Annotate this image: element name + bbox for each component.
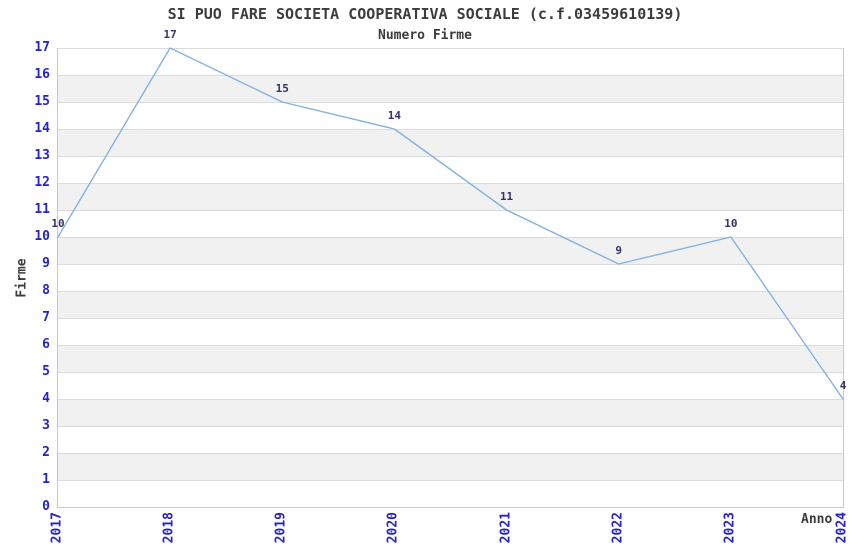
x-tick-label: 2019 bbox=[273, 512, 289, 544]
y-tick-label: 4 bbox=[42, 391, 50, 406]
gridline bbox=[58, 75, 843, 76]
x-tick-label: 2018 bbox=[161, 512, 177, 544]
chart-subtitle: Numero Firme bbox=[378, 28, 472, 43]
gridline bbox=[58, 210, 843, 211]
gridline bbox=[58, 318, 843, 319]
y-tick-label: 8 bbox=[42, 283, 50, 298]
x-axis-title: Anno bbox=[801, 512, 833, 527]
point-label: 15 bbox=[275, 82, 289, 95]
gridline bbox=[58, 345, 843, 346]
y-tick-label: 5 bbox=[42, 364, 50, 379]
grid-band bbox=[58, 345, 843, 372]
gridline bbox=[58, 264, 843, 265]
y-tick-label: 10 bbox=[34, 229, 50, 244]
grid-band bbox=[58, 453, 843, 480]
gridline bbox=[58, 129, 843, 130]
point-label: 10 bbox=[51, 217, 65, 230]
grid-band bbox=[58, 183, 843, 210]
x-tick-label: 2022 bbox=[610, 512, 626, 544]
gridline bbox=[58, 156, 843, 157]
grid-band bbox=[58, 399, 843, 426]
gridline bbox=[58, 237, 843, 238]
point-label: 14 bbox=[387, 109, 402, 122]
y-tick-label: 11 bbox=[34, 202, 50, 217]
y-tick-label: 9 bbox=[42, 256, 50, 271]
point-label: 10 bbox=[724, 217, 738, 230]
y-tick-label: 12 bbox=[34, 175, 50, 190]
gridline bbox=[58, 183, 843, 184]
plot-area: 10 17 15 14 11 9 10 4 bbox=[51, 28, 847, 508]
x-tick-label: 2017 bbox=[49, 512, 65, 544]
gridline bbox=[58, 480, 843, 481]
point-label: 9 bbox=[615, 244, 623, 257]
y-tick-label: 6 bbox=[42, 337, 50, 352]
gridline bbox=[58, 399, 843, 400]
y-tick-label: 2 bbox=[42, 445, 50, 460]
x-tick-label: 2020 bbox=[385, 512, 401, 544]
y-tick-label: 7 bbox=[42, 310, 50, 325]
y-tick-label: 15 bbox=[34, 94, 50, 109]
y-tick-label: 0 bbox=[42, 499, 50, 514]
series-line bbox=[57, 47, 844, 400]
y-tick-label: 13 bbox=[34, 148, 50, 163]
gridline bbox=[58, 453, 843, 454]
grid-band bbox=[58, 75, 843, 102]
point-label: 4 bbox=[839, 379, 847, 392]
point-label: 11 bbox=[499, 190, 514, 203]
grid-band bbox=[58, 291, 843, 318]
chart-title: SI PUO FARE SOCIETA COOPERATIVA SOCIALE … bbox=[167, 5, 683, 23]
gridline bbox=[58, 48, 843, 49]
line-series-svg bbox=[57, 47, 844, 400]
x-tick-label: 2021 bbox=[498, 512, 514, 544]
y-tick-label: 1 bbox=[42, 472, 50, 487]
x-tick-label: 2023 bbox=[722, 512, 738, 544]
gridline bbox=[58, 426, 843, 427]
y-tick-label: 14 bbox=[34, 121, 50, 136]
point-label: 17 bbox=[163, 28, 177, 41]
y-tick-label: 16 bbox=[34, 67, 50, 82]
x-tick-label: 2024 bbox=[834, 512, 850, 544]
gridline bbox=[58, 102, 843, 103]
y-tick-label: 17 bbox=[34, 40, 50, 55]
gridline bbox=[58, 372, 843, 373]
gridline bbox=[58, 291, 843, 292]
y-tick-label: 3 bbox=[42, 418, 50, 433]
grid-band bbox=[58, 129, 843, 156]
